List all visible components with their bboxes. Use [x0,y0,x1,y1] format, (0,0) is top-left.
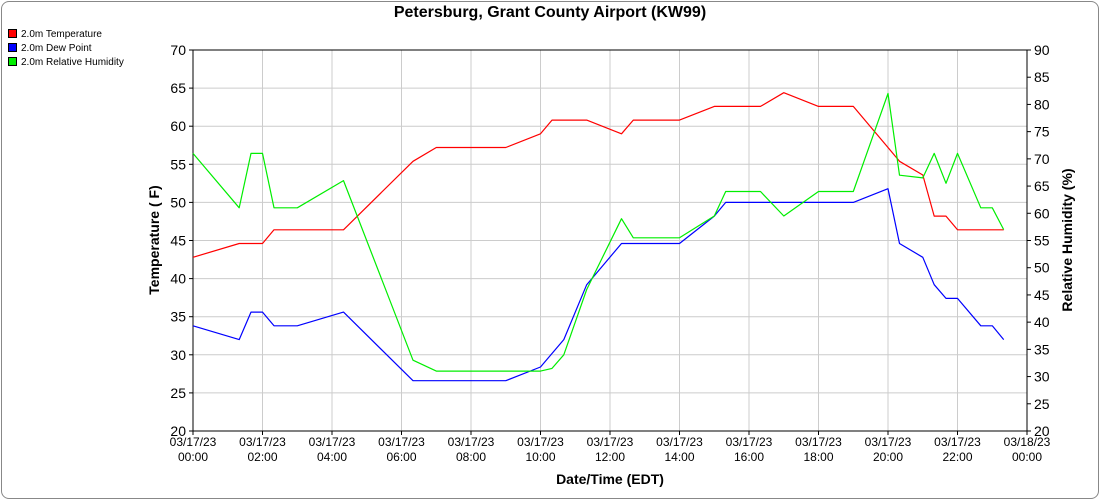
y-tick-label: 30 [170,347,186,363]
y-tick-label: 35 [170,309,186,325]
x-tick-label-time: 06:00 [386,450,416,464]
y2-tick-label: 30 [1034,369,1050,385]
temperature-line [192,92,1004,258]
y-axis-label: Temperature ( F) [146,185,162,294]
y2-tick-label: 80 [1034,96,1050,112]
y2-axis-label: Relative Humidity (%) [1059,168,1075,311]
y2-tick-label: 45 [1034,287,1050,303]
x-tick-label-time: 20:00 [873,450,903,464]
y-tick-label: 25 [170,385,186,401]
x-tick-label-date: 03/17/23 [587,435,634,449]
x-tick-label-time: 18:00 [803,450,833,464]
y2-tick-label: 85 [1034,69,1050,85]
y2-tick-label: 50 [1034,260,1050,276]
y2-tick-label: 40 [1034,314,1050,330]
grid [192,49,1028,432]
x-tick-label-time: 10:00 [525,450,555,464]
y-tick-label: 40 [170,271,186,287]
legend-item-relative-humidity: 2.0m Relative Humidity [8,56,124,70]
y-tick-label: 60 [170,118,186,134]
x-tick-label-date: 03/17/23 [934,435,981,449]
x-tick-label-date: 03/17/23 [726,435,773,449]
y-tick-label: 50 [170,194,186,210]
x-tick-label-time: 14:00 [664,450,694,464]
plot-area-border [192,49,1028,432]
legend-item-temperature: 2.0m Temperature [8,28,124,42]
x-tick-label-date: 03/17/23 [656,435,703,449]
legend-item-dew-point: 2.0m Dew Point [8,42,124,56]
legend-swatch-relative-humidity [8,56,17,66]
relative-humidity-line [192,92,1005,372]
y2-tick-label: 55 [1034,233,1050,249]
y2-tick-label: 90 [1034,42,1050,58]
x-tick-label-time: 00:00 [178,450,208,464]
x-tick-label-time: 22:00 [942,450,972,464]
x-tick-label-date: 03/17/23 [865,435,912,449]
y2-tick-label: 35 [1034,341,1050,357]
dew-point-line [192,188,1005,382]
y-tick-label: 70 [170,42,186,58]
legend-label-temperature: 2.0m Temperature [21,29,102,40]
y2-tick-label: 75 [1034,124,1050,140]
y-tick-label: 20 [170,423,186,439]
legend-label-relative-humidity: 2.0m Relative Humidity [21,57,124,68]
series-lines [192,92,1005,382]
legend-swatch-temperature [8,28,17,38]
x-tick-label-date: 03/17/23 [448,435,495,449]
y2-tick-label: 20 [1034,423,1050,439]
axes: 03/17/2300:0003/17/2302:0003/17/2304:000… [170,42,1051,464]
y-tick-label: 65 [170,80,186,96]
y2-tick-label: 25 [1034,396,1050,412]
y2-tick-label: 65 [1034,178,1050,194]
x-tick-label-time: 02:00 [247,450,277,464]
x-tick-label-date: 03/17/23 [309,435,356,449]
y2-tick-label: 70 [1034,151,1050,167]
x-tick-label-date: 03/17/23 [795,435,842,449]
x-tick-label-time: 08:00 [456,450,486,464]
y-tick-label: 55 [170,156,186,172]
x-tick-label-date: 03/17/23 [170,435,217,449]
legend-label-dew-point: 2.0m Dew Point [21,43,92,54]
legend: 2.0m Temperature 2.0m Dew Point 2.0m Rel… [8,28,124,70]
x-tick-label-date: 03/18/23 [1004,435,1051,449]
x-tick-label-time: 16:00 [734,450,764,464]
y2-tick-label: 60 [1034,205,1050,221]
x-tick-label-date: 03/17/23 [239,435,286,449]
x-tick-label-date: 03/17/23 [517,435,564,449]
x-axis-label: Date/Time (EDT) [556,471,664,487]
x-tick-label-time: 12:00 [595,450,625,464]
x-tick-label-time: 04:00 [317,450,347,464]
chart-title: Petersburg, Grant County Airport (KW99) [393,4,707,21]
x-tick-label-date: 03/17/23 [378,435,425,449]
x-tick-label-time: 00:00 [1012,450,1042,464]
legend-swatch-dew-point [8,42,17,52]
y-tick-label: 45 [170,233,186,249]
